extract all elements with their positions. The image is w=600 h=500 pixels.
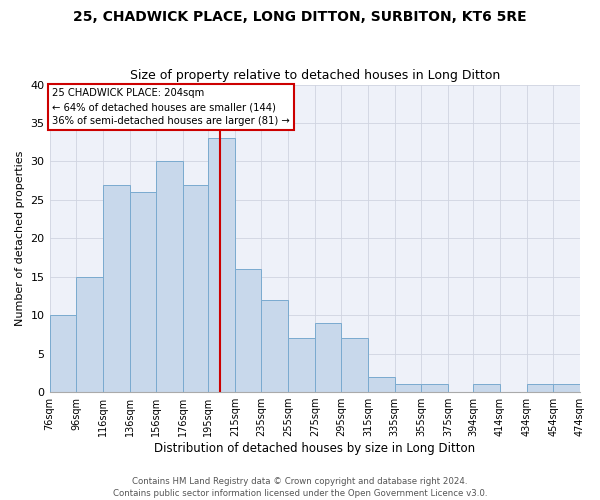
Title: Size of property relative to detached houses in Long Ditton: Size of property relative to detached ho… [130,69,500,82]
Bar [262,300,288,392]
Bar [527,384,553,392]
Bar [315,323,341,392]
Bar [395,384,421,392]
Bar [50,315,76,392]
Bar [473,384,500,392]
Text: Contains HM Land Registry data © Crown copyright and database right 2024.
Contai: Contains HM Land Registry data © Crown c… [113,476,487,498]
Bar [368,376,395,392]
Bar [553,384,580,392]
Bar [235,269,262,392]
Y-axis label: Number of detached properties: Number of detached properties [15,150,25,326]
Bar [130,192,156,392]
Bar [208,138,235,392]
Bar [421,384,448,392]
X-axis label: Distribution of detached houses by size in Long Ditton: Distribution of detached houses by size … [154,442,475,455]
Bar [288,338,315,392]
Bar [183,184,208,392]
Bar [103,184,130,392]
Bar [76,277,103,392]
Bar [156,162,183,392]
Text: 25 CHADWICK PLACE: 204sqm
← 64% of detached houses are smaller (144)
36% of semi: 25 CHADWICK PLACE: 204sqm ← 64% of detac… [52,88,290,126]
Text: 25, CHADWICK PLACE, LONG DITTON, SURBITON, KT6 5RE: 25, CHADWICK PLACE, LONG DITTON, SURBITO… [73,10,527,24]
Bar [341,338,368,392]
